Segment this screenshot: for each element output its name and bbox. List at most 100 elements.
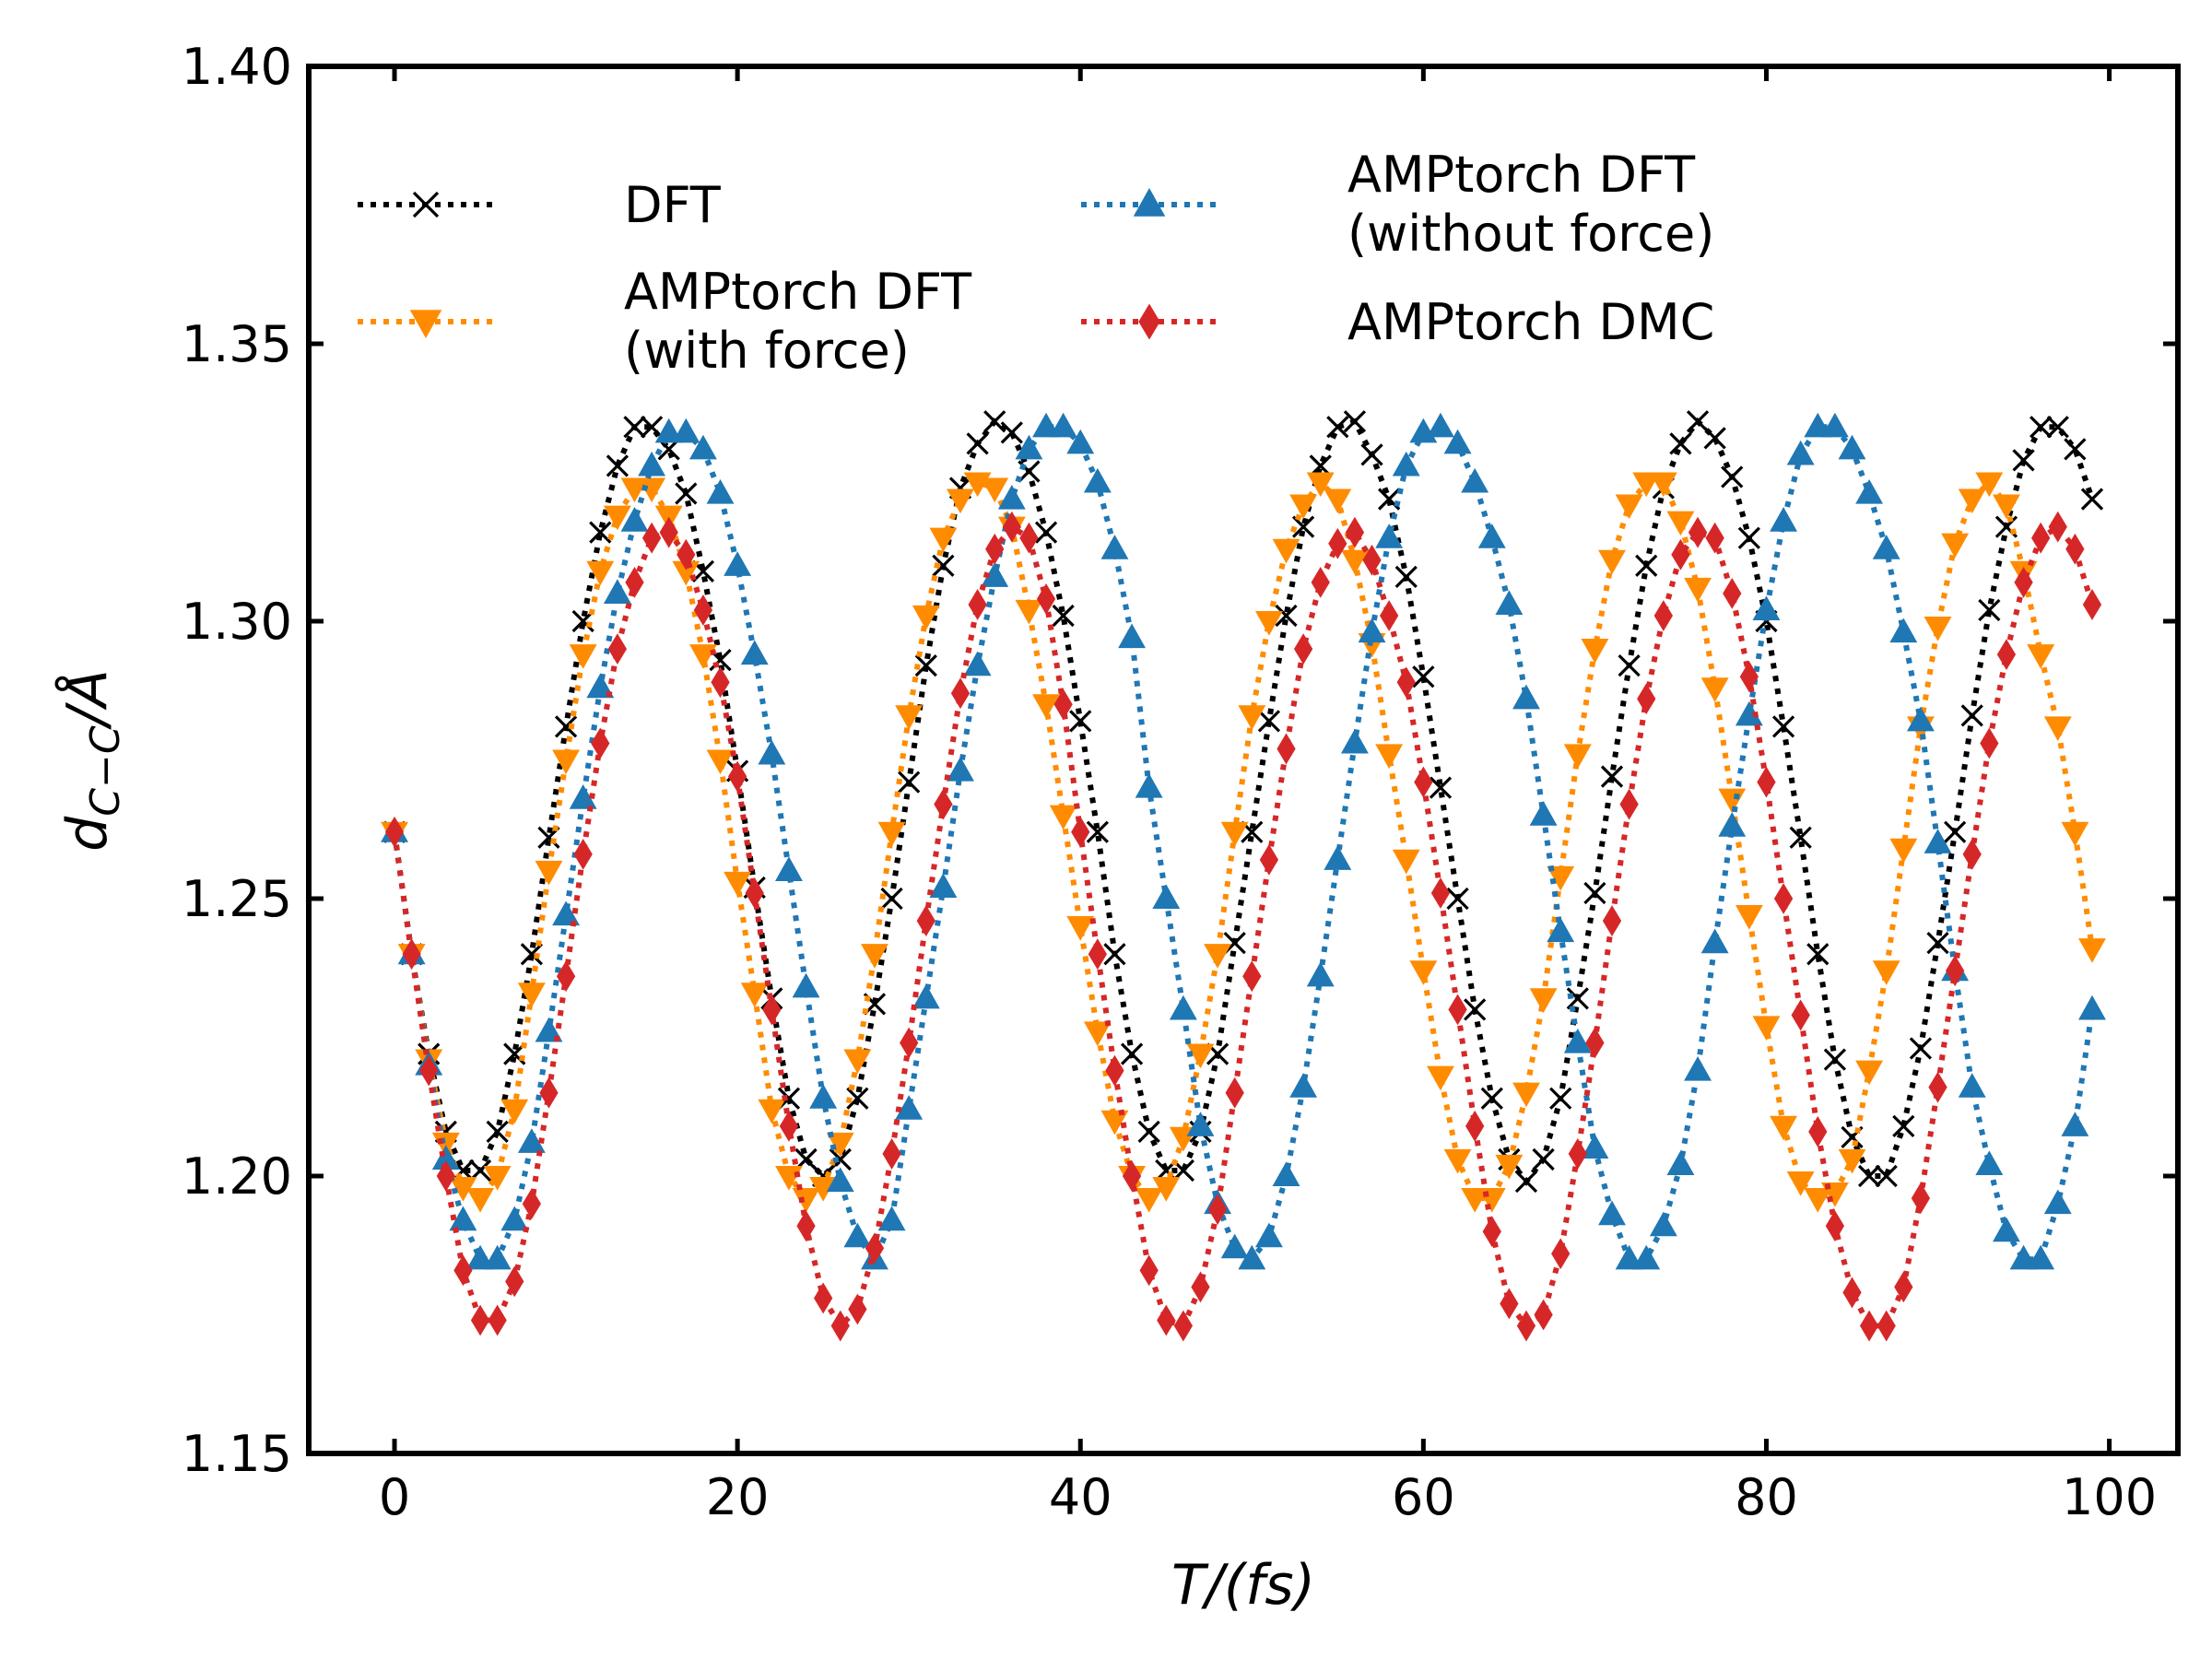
data-point — [1563, 744, 1592, 770]
data-point — [1739, 661, 1759, 693]
data-point — [638, 477, 666, 503]
data-point — [1088, 938, 1107, 971]
data-point — [1791, 999, 1810, 1031]
data-point — [1958, 488, 1986, 514]
data-point — [1721, 465, 1744, 488]
data-point — [1960, 704, 1983, 727]
data-point — [1071, 816, 1090, 848]
data-point — [846, 1087, 869, 1110]
data-point — [1757, 766, 1776, 798]
series-line-amptorch-dmc — [392, 523, 2095, 1331]
data-point — [758, 1099, 786, 1124]
data-point — [947, 488, 974, 514]
data-point — [554, 715, 578, 738]
legend-item-dft: DFT — [358, 176, 722, 234]
data-point — [1945, 955, 1965, 987]
data-point — [997, 484, 1026, 510]
data-point — [1838, 434, 1866, 460]
data-point — [900, 1027, 919, 1059]
data-point — [1978, 598, 2001, 622]
data-point — [1705, 522, 1724, 554]
data-point — [727, 760, 747, 793]
data-point — [1684, 577, 1712, 603]
data-point — [1275, 604, 1298, 628]
data-point — [1500, 1288, 1519, 1320]
data-point — [2048, 511, 2067, 543]
data-point — [1770, 1115, 1798, 1141]
data-point — [1289, 1073, 1318, 1098]
data-point — [1529, 801, 1558, 826]
data-point — [2012, 449, 2035, 472]
data-point — [672, 560, 700, 586]
data-point — [792, 972, 820, 998]
data-point — [1100, 1110, 1129, 1135]
data-point — [1306, 472, 1335, 498]
data-point — [968, 589, 987, 620]
data-point — [1924, 829, 1952, 853]
data-point — [517, 1128, 546, 1153]
data-point — [677, 538, 696, 571]
data-point — [1737, 526, 1760, 549]
data-point — [1340, 549, 1369, 575]
data-point — [1568, 1138, 1587, 1170]
data-point — [1326, 416, 1349, 439]
data-point — [1752, 1016, 1781, 1041]
data-point — [1204, 944, 1232, 969]
data-point — [1412, 665, 1435, 688]
data-point — [591, 727, 610, 759]
data-point — [1534, 1299, 1553, 1331]
data-point — [1448, 994, 1467, 1026]
data-point — [603, 505, 631, 531]
data-point — [1157, 1304, 1176, 1336]
data-point — [675, 482, 698, 505]
data-point — [1324, 488, 1352, 514]
data-point — [1272, 538, 1300, 564]
data-point — [1975, 1150, 2004, 1176]
data-point — [2061, 821, 2089, 847]
data-point — [552, 749, 581, 775]
data-point — [895, 705, 924, 730]
data-point — [1671, 538, 1690, 571]
data-point — [1207, 1194, 1228, 1226]
legend-marker — [1133, 188, 1166, 217]
y-axis-label: dC−C/Å — [54, 669, 129, 852]
data-point — [1598, 549, 1626, 575]
data-point — [539, 1077, 559, 1109]
data-point — [1169, 994, 1197, 1020]
data-point — [1477, 524, 1506, 548]
data-point — [981, 562, 1009, 587]
data-point — [1666, 511, 1695, 536]
data-point — [1443, 429, 1472, 454]
data-point — [1443, 1148, 1472, 1174]
data-point — [623, 416, 646, 439]
data-point — [672, 418, 700, 443]
data-point — [1053, 688, 1073, 721]
data-point — [929, 873, 958, 899]
data-point — [912, 605, 940, 630]
data-point — [1394, 565, 1418, 588]
data-point — [861, 944, 888, 969]
data-point — [1122, 1160, 1142, 1192]
x-tick-label: 100 — [2062, 1468, 2157, 1526]
data-point — [431, 1145, 460, 1170]
data-point — [1257, 710, 1281, 733]
data-point — [1514, 1170, 1538, 1194]
data-point — [843, 1222, 872, 1248]
data-point — [1069, 710, 1092, 733]
data-point — [981, 477, 1009, 503]
data-point — [1242, 960, 1262, 993]
data-point — [2064, 438, 2087, 461]
data-point — [1566, 987, 1589, 1010]
data-point — [1700, 677, 1729, 702]
data-point — [2031, 522, 2051, 554]
data-point — [1427, 1065, 1454, 1091]
data-point — [758, 739, 786, 765]
data-point — [569, 784, 597, 809]
data-point — [1618, 654, 1641, 677]
data-point — [1277, 733, 1296, 765]
legend-marker — [1138, 303, 1160, 340]
data-point — [1838, 1148, 1866, 1174]
data-point — [740, 640, 769, 665]
y-tick-label: 1.30 — [182, 593, 292, 651]
